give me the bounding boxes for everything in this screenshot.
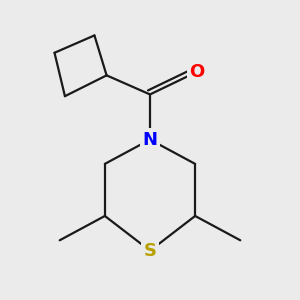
Text: O: O <box>189 63 205 81</box>
Text: S: S <box>143 242 157 260</box>
Text: N: N <box>142 130 158 148</box>
